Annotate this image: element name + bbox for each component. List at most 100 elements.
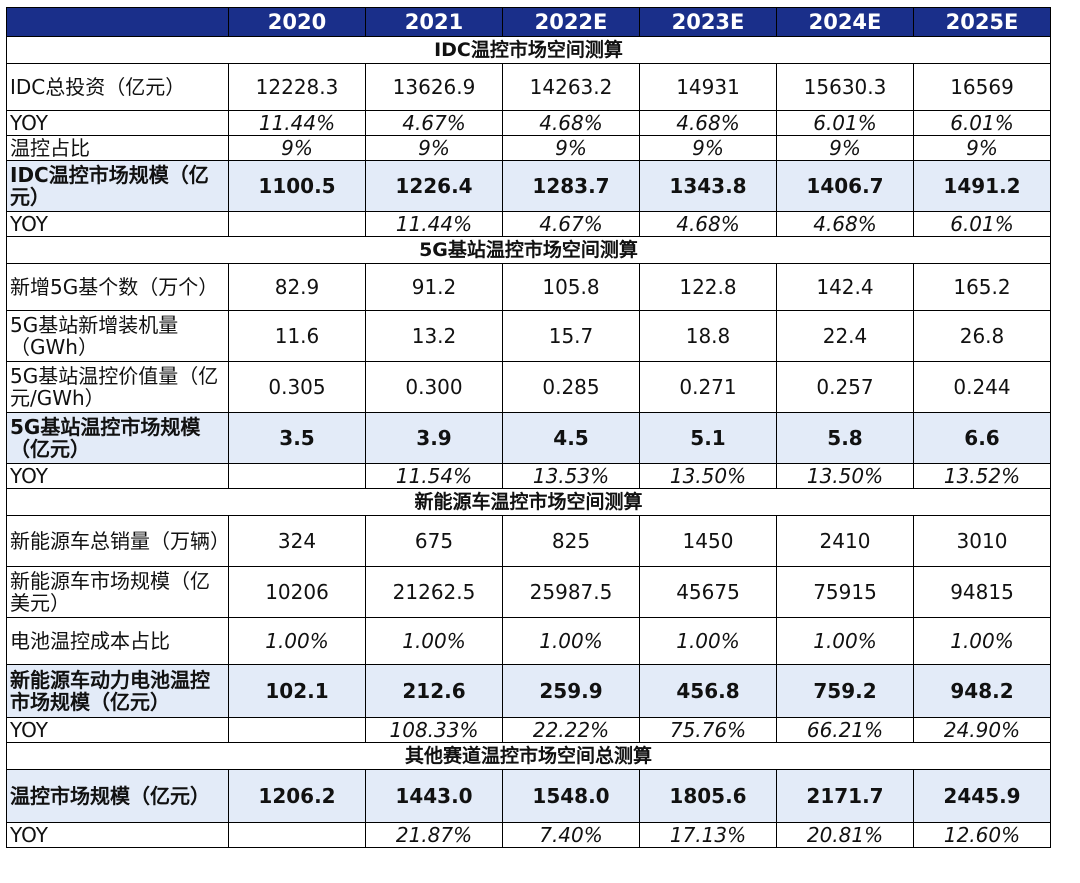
- value-cell: 14263.2: [502, 63, 640, 111]
- value-cell: 9%: [776, 135, 914, 161]
- section-title: IDC温控市场空间测算: [6, 36, 1051, 64]
- row-label: 电池温控成本占比: [6, 617, 229, 665]
- value-cell: 0.257: [776, 361, 914, 413]
- value-cell: 15.7: [502, 310, 640, 362]
- row-label: IDC总投资（亿元）: [6, 63, 229, 111]
- value-cell: 13.2: [365, 310, 503, 362]
- row-label: YOY: [6, 822, 229, 848]
- value-cell: 0.285: [502, 361, 640, 413]
- section-title-row: 新能源车温控市场空间测算: [6, 488, 1051, 516]
- table-body: IDC温控市场空间测算 IDC总投资（亿元） 12228.3 13626.9 14263…: [6, 36, 1051, 848]
- row-label: 温控市场规模（亿元）: [6, 769, 229, 823]
- section-title-row: IDC温控市场空间测算: [6, 36, 1051, 64]
- value-cell: 324: [228, 515, 366, 567]
- value-cell: 75915: [776, 566, 914, 618]
- value-cell: 10206: [228, 566, 366, 618]
- temperature-control-market-table: 2020 2021 2022E 2023E 2024E 2025E IDC温控市…: [6, 7, 1051, 848]
- value-cell: 212.6: [365, 664, 503, 718]
- row-label: IDC温控市场规模（亿元）: [6, 160, 229, 212]
- row-label: 新能源车市场规模（亿美元）: [6, 566, 229, 618]
- value-cell: 21262.5: [365, 566, 503, 618]
- section-title: 新能源车温控市场空间测算: [6, 488, 1051, 516]
- value-cell: 91.2: [365, 263, 503, 311]
- value-cell: 12.60%: [913, 822, 1051, 848]
- row-label: YOY: [6, 717, 229, 743]
- value-cell: 6.01%: [776, 110, 914, 136]
- value-cell: 11.6: [228, 310, 366, 362]
- value-cell: 13.50%: [639, 463, 777, 489]
- table-row: YOY 11.44% 4.67% 4.68% 4.68% 6.01% 6.01%: [6, 110, 1051, 136]
- value-cell: 13.50%: [776, 463, 914, 489]
- value-cell: 2410: [776, 515, 914, 567]
- value-cell: 9%: [639, 135, 777, 161]
- value-cell: 1548.0: [502, 769, 640, 823]
- value-cell: 1805.6: [639, 769, 777, 823]
- value-cell: 825: [502, 515, 640, 567]
- value-cell: 6.6: [913, 412, 1051, 464]
- value-cell: 5.8: [776, 412, 914, 464]
- value-cell: 759.2: [776, 664, 914, 718]
- value-cell: 165.2: [913, 263, 1051, 311]
- value-cell: 675: [365, 515, 503, 567]
- value-cell: 108.33%: [365, 717, 503, 743]
- row-label: 新增5G基个数（万个）: [6, 263, 229, 311]
- section-title-row: 其他赛道温控市场空间总测算: [6, 742, 1051, 770]
- table-row: 新能源车动力电池温控市场规模（亿元） 102.1 212.6 259.9 456.8 75…: [6, 664, 1051, 718]
- value-cell: 20.81%: [776, 822, 914, 848]
- value-cell: 9%: [228, 135, 366, 161]
- value-cell: 9%: [913, 135, 1051, 161]
- value-cell: 6.01%: [913, 211, 1051, 237]
- value-cell: 13626.9: [365, 63, 503, 111]
- value-cell: 1343.8: [639, 160, 777, 212]
- value-cell: 75.76%: [639, 717, 777, 743]
- table-row: YOY 108.33% 22.22% 75.76% 66.21% 24.90%: [6, 717, 1051, 743]
- row-label: 5G基站温控价值量（亿元/GWh）: [6, 361, 229, 413]
- value-cell: 1206.2: [228, 769, 366, 823]
- section-title: 5G基站温控市场空间测算: [6, 236, 1051, 264]
- value-cell: 3.5: [228, 412, 366, 464]
- value-cell: 22.22%: [502, 717, 640, 743]
- value-cell: 11.54%: [365, 463, 503, 489]
- value-cell: 1283.7: [502, 160, 640, 212]
- year-header: 2021: [365, 7, 503, 37]
- value-cell: 4.68%: [502, 110, 640, 136]
- value-cell: 82.9: [228, 263, 366, 311]
- value-cell: 15630.3: [776, 63, 914, 111]
- value-cell: 45675: [639, 566, 777, 618]
- table-row: 新能源车总销量（万辆） 324 675 825 1450 2410 3010: [6, 515, 1051, 567]
- value-cell: 9%: [365, 135, 503, 161]
- value-cell: 0.244: [913, 361, 1051, 413]
- value-cell: 1100.5: [228, 160, 366, 212]
- value-cell: 4.67%: [365, 110, 503, 136]
- value-cell: 12228.3: [228, 63, 366, 111]
- value-cell: 259.9: [502, 664, 640, 718]
- table-row: 5G基站温控市场规模（亿元） 3.5 3.9 4.5 5.1 5.8 6.6: [6, 412, 1051, 464]
- section-title: 其他赛道温控市场空间总测算: [6, 742, 1051, 770]
- table-row: 5G基站温控价值量（亿元/GWh） 0.305 0.300 0.285 0.271 0.2…: [6, 361, 1051, 413]
- value-cell: 3010: [913, 515, 1051, 567]
- value-cell: 142.4: [776, 263, 914, 311]
- value-cell: [228, 211, 366, 237]
- value-cell: 1406.7: [776, 160, 914, 212]
- table-row: IDC温控市场规模（亿元） 1100.5 1226.4 1283.7 1343.8 140…: [6, 160, 1051, 212]
- row-label: 5G基站新增装机量（GWh）: [6, 310, 229, 362]
- row-label: 5G基站温控市场规模（亿元）: [6, 412, 229, 464]
- year-header-row: 2020 2021 2022E 2023E 2024E 2025E: [6, 7, 1051, 37]
- table-row: 新能源车市场规模（亿美元） 10206 21262.5 25987.5 45675 759…: [6, 566, 1051, 618]
- value-cell: 2445.9: [913, 769, 1051, 823]
- value-cell: 948.2: [913, 664, 1051, 718]
- table-row: 新增5G基个数（万个） 82.9 91.2 105.8 122.8 142.4 165.2: [6, 263, 1051, 311]
- value-cell: 4.5: [502, 412, 640, 464]
- value-cell: 17.13%: [639, 822, 777, 848]
- value-cell: 6.01%: [913, 110, 1051, 136]
- value-cell: 2171.7: [776, 769, 914, 823]
- value-cell: 18.8: [639, 310, 777, 362]
- value-cell: [228, 463, 366, 489]
- value-cell: 3.9: [365, 412, 503, 464]
- value-cell: 16569: [913, 63, 1051, 111]
- year-header: 2020: [228, 7, 366, 37]
- value-cell: 11.44%: [228, 110, 366, 136]
- table-row: YOY 11.44% 4.67% 4.68% 4.68% 6.01%: [6, 211, 1051, 237]
- table-row: YOY 21.87% 7.40% 17.13% 20.81% 12.60%: [6, 822, 1051, 848]
- value-cell: 1491.2: [913, 160, 1051, 212]
